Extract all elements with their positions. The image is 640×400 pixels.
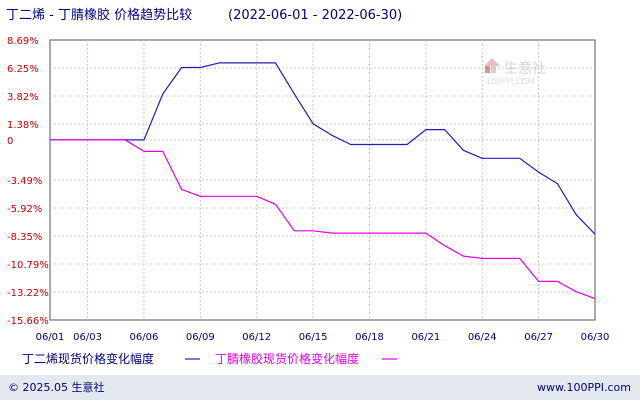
house-block-red-icon (485, 66, 490, 73)
y-tick-label: 0 (7, 136, 13, 147)
footer-url: www.100PPI.com (537, 381, 631, 394)
series-line-butadiene (50, 62, 596, 235)
legend-label-nbr: 丁腈橡胶现货价格变化幅度 (215, 351, 359, 366)
chart-date-range: (2022-06-01 - 2022-06-30) (228, 8, 402, 23)
legend: 丁二烯现货价格变化幅度 丁腈橡胶现货价格变化幅度 (22, 351, 397, 366)
y-tick-label: -10.79% (7, 260, 49, 271)
grid-layer (50, 40, 595, 320)
y-tick-label: 6.25% (7, 64, 39, 75)
x-tick-label: 06/18 (355, 332, 384, 343)
y-tick-label: -8.35% (7, 232, 42, 243)
watermark-logo: 生意社 100PPI.COM (484, 58, 546, 86)
x-axis: 06/01 06/03 06/06 06/09 06/12 06/15 06/18 06/21… (36, 332, 610, 343)
x-tick-label: 06/06 (130, 332, 159, 343)
x-tick-label: 06/09 (186, 332, 215, 343)
x-tick-label: 06/01 (36, 332, 65, 343)
series-layer (50, 62, 596, 300)
house-roof-icon (484, 58, 500, 66)
x-tick-label: 06/12 (242, 332, 271, 343)
house-block-gray-icon (491, 66, 496, 73)
x-tick-label: 06/15 (299, 332, 328, 343)
x-tick-label: 06/27 (524, 332, 553, 343)
y-tick-label: 8.69% (7, 36, 39, 47)
chart-title: 丁二烯 - 丁腈橡胶 价格趋势比较 (6, 7, 192, 23)
watermark-brand: 生意社 (504, 60, 546, 77)
y-tick-label: 3.82% (7, 92, 39, 103)
footer-copyright: © 2025.05 生意社 (8, 380, 104, 394)
footer-bar (0, 375, 640, 400)
y-tick-label: -15.66% (7, 316, 49, 327)
y-tick-label: -5.92% (7, 204, 42, 215)
x-tick-label: 06/03 (73, 332, 102, 343)
series-line-nbr (50, 139, 596, 300)
legend-label-butadiene: 丁二烯现货价格变化幅度 (22, 351, 154, 366)
y-tick-label: 1.38% (7, 120, 39, 131)
y-tick-label: -13.22% (7, 288, 49, 299)
y-axis: 8.69% 6.25% 3.82% 1.38% 0 -3.49% -5.92% -8.35% -… (7, 36, 49, 327)
y-tick-label: -3.49% (7, 176, 42, 187)
x-tick-label: 06/30 (581, 332, 610, 343)
x-tick-label: 06/24 (468, 332, 497, 343)
x-tick-label: 06/21 (411, 332, 440, 343)
watermark-url: 100PPI.COM (486, 77, 535, 86)
